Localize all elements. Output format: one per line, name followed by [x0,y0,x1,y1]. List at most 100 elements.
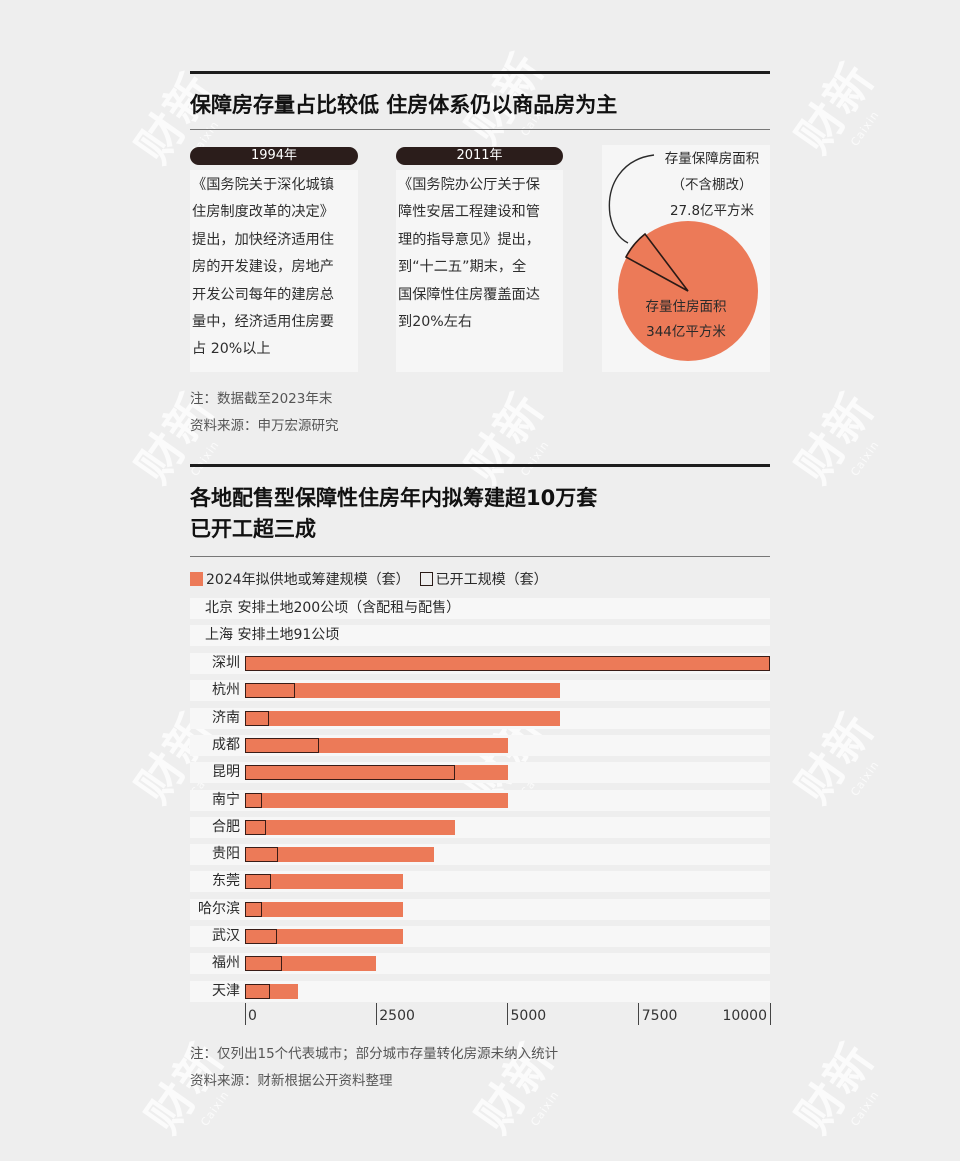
chart-row: 成都 [190,734,770,756]
section1-source: 资料来源：申万宏源研究 [190,418,339,434]
legend-label-planned: 2024年拟供地或筹建规模（套） [206,572,410,588]
axis-tick [769,1003,771,1025]
pie-chart [608,154,758,361]
section2-title-line1: 各地配售型保障性住房年内拟筹建超10万套 [190,486,598,510]
bar-planned [245,983,298,999]
axis-tick-label: 5000 [510,1008,547,1024]
text-line: 开发公司每年的建房总 [192,286,334,303]
chart-row: 福州 [190,953,770,975]
legend-label-started: 已开工规模（套） [435,572,548,588]
section2-title-line2: 已开工超三成 [190,517,316,541]
bar-started [245,656,770,671]
city-note: 安排土地91公顷 [237,627,340,643]
text-line: 到20%左右 [398,313,473,330]
chart-row: 武汉 [190,926,770,947]
section2-note: 注：仅列出15个代表城市；部分城市存量转化房源未纳入统计 [190,1046,559,1062]
bar-started [245,874,272,890]
pie-card: 存量保障房面积 （不含棚改） 27.8亿平方米 存量住房面积 344亿平方米 [602,145,770,372]
section2-title-rule [190,556,770,557]
text-line: 理的指导意见》提出， [398,231,540,248]
pie-outer-label: 存量保障房面积 [664,151,760,167]
axis-tick [507,1003,508,1025]
city-label: 东莞 [212,873,240,890]
chart-row: 深圳 [190,653,770,674]
text-line: 房的开发建设，房地产 [192,259,334,276]
chart-row: 南宁 [190,789,770,811]
policy-card-2011: 《国务院办公厅关于保 障性安居工程建设和管 理的指导意见》提出， 到“十二五”期… [396,170,563,372]
bar-planned [245,710,560,726]
leader-line [608,154,655,244]
bar-planned [245,819,455,835]
axis-tick [638,1003,640,1025]
axis-tick [375,1003,377,1025]
bar-planned [245,656,770,671]
policy-card-1994: 《国务院关于深化城镇 住房制度改革的决定》 提出，加快经济适用住 房的开发建设，… [190,170,358,372]
year-pill-2011: 2011年 [396,147,563,165]
year-pill-1994: 1994年 [190,147,358,165]
text-line: 国保障性住房覆盖面达 [398,286,540,303]
text-line: 住房制度改革的决定》 [192,204,334,221]
bar-planned [245,901,403,917]
text-line: 障性安居工程建设和管 [398,204,540,221]
section1-title: 保障房存量占比较低 住房体系仍以商品房为主 [190,93,618,117]
city-label: 上海 [205,627,233,643]
bar-planned [245,737,508,753]
bar-planned [245,847,434,863]
bar-planned [245,874,403,890]
pie-inner-label: 存量住房面积 [645,299,727,315]
city-label: 北京 [205,600,233,616]
city-label: 南宁 [212,791,240,808]
city-label: 昆明 [212,764,240,781]
city-label: 杭州 [212,682,240,699]
chart-row: 贵阳 [190,844,770,866]
text-line: 《国务院办公厅关于保 [398,177,540,193]
bar-started [245,901,263,917]
row-band [190,980,770,1002]
chart-row: 东莞 [190,871,770,893]
text-line: 提出，加快经济适用住 [192,231,334,248]
section2-top-rule [190,464,770,467]
bar-started [245,847,278,863]
row-text: 上海 安排土地91公顷 [205,625,339,646]
axis-tick-label: 2500 [379,1008,415,1024]
bar-started [245,929,277,944]
row-text: 北京 安排土地200公顷（含配租与配售） [205,598,460,619]
pie-outer-label-sub: （不含棚改） [671,177,753,193]
city-label: 合肥 [212,818,240,835]
chart-row: 哈尔滨 [190,898,770,920]
bar-planned [245,956,377,972]
city-label: 武汉 [212,928,240,944]
section2-source: 资料来源：财新根据公开资料整理 [190,1073,393,1089]
bar-started [245,765,455,781]
chart-row-beijing: 北京 安排土地200公顷（含配租与配售） [190,598,770,619]
city-label: 贵阳 [212,846,240,863]
pie-outer-value: 27.8亿平方米 [669,203,755,219]
row-band [190,598,770,619]
city-label: 济南 [212,709,240,726]
bar-started [245,956,282,972]
city-label: 成都 [212,736,240,753]
bar-started [245,983,271,999]
text-line: 占 20%以上 [192,341,271,358]
text-line: 量中，经济适用住房要 [192,313,334,330]
row-band [190,625,770,646]
city-label: 深圳 [212,655,240,671]
section1-top-rule [190,71,770,74]
bar-started [245,737,319,753]
section1-title-rule [190,129,770,130]
policy-text-2011: 《国务院办公厅关于保 障性安居工程建设和管 理的指导意见》提出， 到“十二五”期… [398,172,540,336]
chart-row: 合肥 [190,816,770,838]
chart-row: 杭州 [190,680,770,702]
text-line: 到“十二五”期末，全 [398,259,527,276]
bar-planned [245,792,508,808]
bar-started [245,683,295,699]
axis-tick [244,1003,246,1025]
bar-planned [245,929,403,944]
axis-tick-label: 7500 [641,1008,678,1024]
policy-text-1994: 《国务院关于深化城镇 住房制度改革的决定》 提出，加快经济适用住 房的开发建设，… [192,172,334,364]
chart-row: 昆明 [190,762,770,784]
